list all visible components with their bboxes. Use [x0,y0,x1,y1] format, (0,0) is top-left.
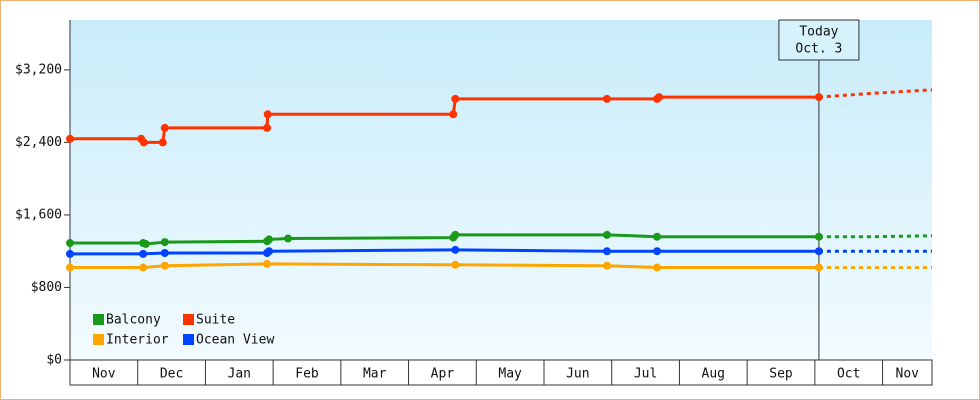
point [66,134,74,143]
point [263,123,272,132]
x-tick-label: May [498,367,522,382]
x-tick-label: Nov [896,367,920,382]
point [139,249,148,258]
point [284,234,293,243]
today-label: Today [799,25,838,40]
forecast-line [818,88,933,99]
legend-swatch [93,334,104,345]
point [158,138,167,147]
point [814,232,823,241]
point [451,245,460,254]
point [139,263,148,272]
y-tick-label: $2,400 [15,135,62,150]
point [451,230,460,239]
point [265,247,274,256]
today-box [778,19,860,61]
x-tick-label: Aug [702,367,725,382]
x-tick-label: Oct [837,367,860,382]
point [653,247,662,256]
legend-label: Interior [106,333,169,348]
point [602,230,611,239]
point [141,239,150,248]
point [655,93,664,102]
point [66,249,74,258]
legend-swatch [183,334,194,345]
y-tick-label: $1,600 [15,207,62,222]
point [602,247,611,256]
x-axis-band [69,359,933,386]
point [265,235,274,244]
point [263,110,272,119]
x-tick-label: Jan [228,367,251,382]
point [451,94,460,103]
legend-label: Ocean View [196,333,274,348]
point [160,123,169,132]
legend-label: Suite [196,313,235,328]
point [451,260,460,269]
legend-swatch [183,314,194,325]
legend-label: Balcony [106,313,161,328]
point [160,261,169,270]
legend-swatch [93,314,104,325]
x-tick-label: Dec [160,367,183,382]
x-tick-label: Nov [92,367,116,382]
x-tick-label: Sep [769,367,793,382]
x-tick-label: Jul [634,367,657,382]
point [160,238,169,247]
today-label: Oct. 3 [795,42,842,57]
point [263,259,272,268]
point [66,263,74,272]
forecast-line [818,234,933,239]
point [602,261,611,270]
point [602,94,611,103]
x-tick-label: Apr [431,367,455,382]
point [449,110,458,119]
y-tick-label: $0 [46,353,62,368]
point [160,249,169,258]
y-tick-label: $800 [31,280,62,295]
point [653,232,662,241]
point [139,138,148,147]
x-tick-label: Mar [363,367,387,382]
point [66,239,74,248]
point [814,263,823,272]
point [814,247,823,256]
plot-area [70,20,932,360]
point [653,263,662,272]
x-tick-label: Feb [295,367,319,382]
y-tick-label: $3,200 [15,62,62,77]
x-tick-label: Jun [566,367,589,382]
point [814,93,823,102]
